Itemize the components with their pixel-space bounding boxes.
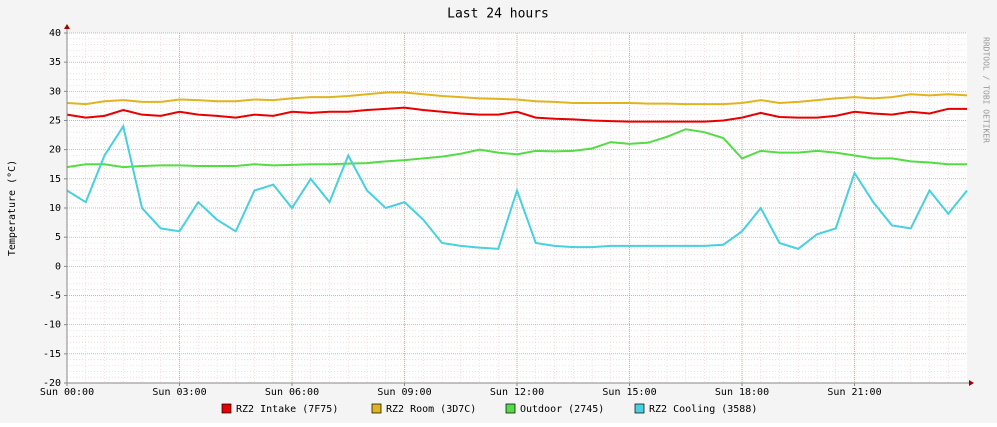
series-line	[66, 123, 968, 250]
y-tick-label: 15	[49, 174, 61, 185]
y-tick-label: 40	[49, 28, 61, 39]
axes: -20 -15 -10 -5 0 5 10 15 20 25 30 35 40 Sun 00:00 Sun …	[40, 24, 974, 398]
series-line	[66, 128, 967, 169]
x-tick-label: Sun 21:00	[827, 387, 881, 398]
y-tick-label: 20	[49, 145, 61, 156]
x-tick-label: Sun 00:00	[40, 387, 94, 398]
x-tick-label: Sun 06:00	[265, 387, 319, 398]
legend-label: RZ2 Cooling (3588)	[649, 404, 757, 415]
y-arrow	[64, 24, 70, 29]
x-arrow	[969, 380, 974, 386]
x-tick-label: Sun 15:00	[602, 387, 656, 398]
grid	[66, 32, 967, 384]
y-tick-label: 5	[55, 232, 61, 243]
legend-label: RZ2 Room (3D7C)	[386, 404, 476, 415]
y-tick-label: -20	[43, 378, 61, 389]
y-tick-label: 0	[55, 261, 61, 272]
lines	[66, 91, 968, 250]
x-tick-label: Sun 18:00	[715, 387, 769, 398]
y-tick-label: 10	[49, 203, 61, 214]
series-line	[66, 91, 968, 106]
chart-title: Last 24 hours	[447, 7, 549, 22]
legend-swatch	[634, 403, 645, 414]
y-tick-label: -15	[43, 349, 61, 360]
legend-label: RZ2 Intake (7F75)	[236, 404, 338, 415]
legend-swatch	[221, 403, 232, 414]
watermark: RRDTOOL / TOBI OETIKER	[982, 37, 991, 143]
legend-label: Outdoor (2745)	[520, 404, 604, 415]
x-tick-label: Sun 03:00	[152, 387, 206, 398]
series-line	[66, 106, 967, 123]
legend-swatch	[505, 403, 516, 414]
x-tick-label: Sun 12:00	[490, 387, 544, 398]
y-tick-label: 30	[49, 86, 61, 97]
y-tick-label: -10	[43, 320, 61, 331]
y-tick-label: 35	[49, 57, 61, 68]
y-tick-label: -5	[49, 291, 61, 302]
y-axis-label: Temperature (°C)	[7, 160, 18, 256]
x-tick-label: Sun 09:00	[377, 387, 431, 398]
y-tick-label: 25	[49, 116, 61, 127]
legend-swatch	[371, 403, 382, 414]
